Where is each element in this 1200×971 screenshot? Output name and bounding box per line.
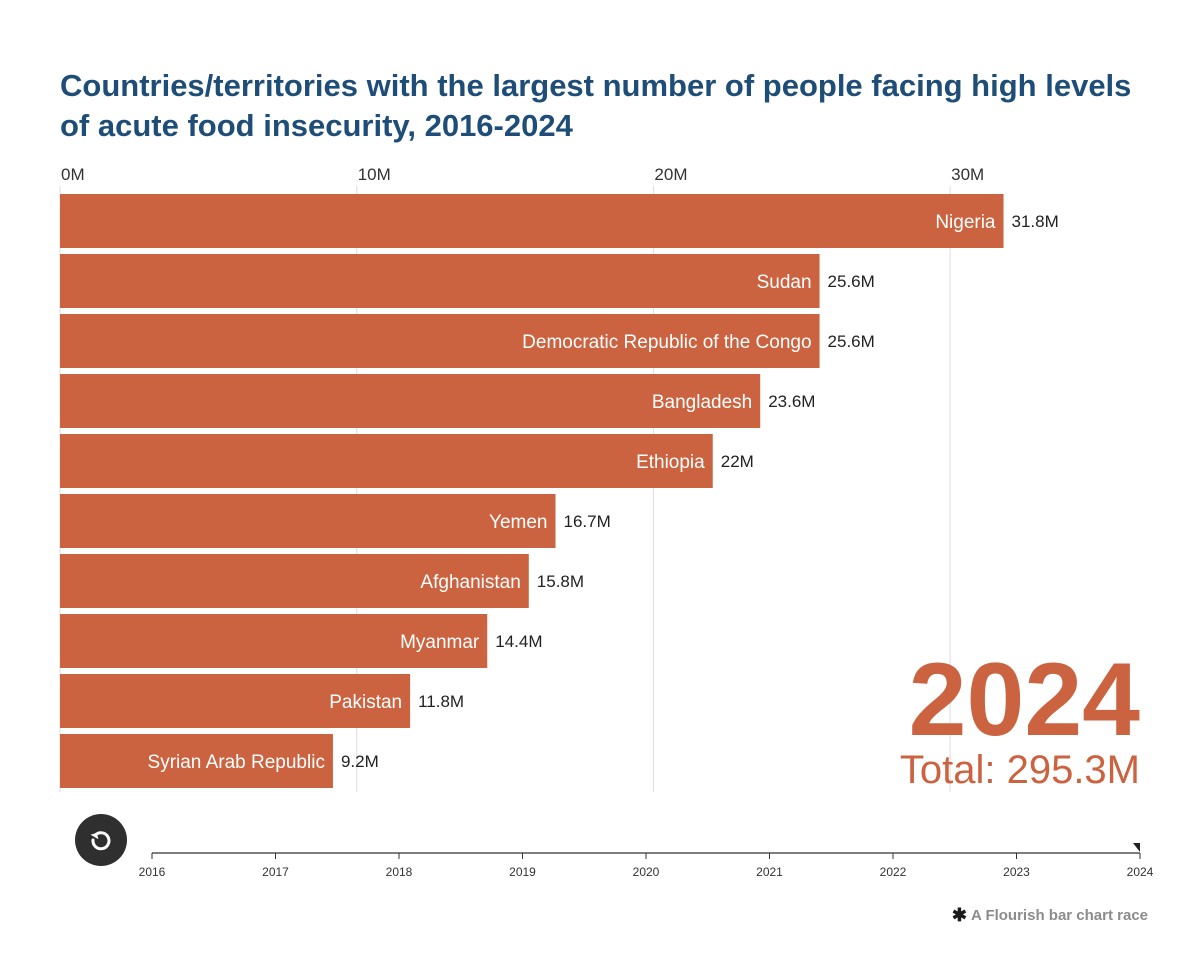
x-tick-label: 0M <box>61 165 85 184</box>
bar-category-label: Syrian Arab Republic <box>148 752 325 773</box>
bar-category-label: Yemen <box>489 512 547 533</box>
bar-category-label: Myanmar <box>400 632 480 653</box>
bar <box>60 254 820 308</box>
timeline-year-label: 2021 <box>756 865 783 879</box>
bar-category-label: Afghanistan <box>420 572 520 593</box>
bar-value-label: 31.8M <box>1012 212 1059 231</box>
timeline-year-label: 2018 <box>386 865 413 879</box>
bar-category-label: Sudan <box>757 272 812 293</box>
timeline-year-label: 2023 <box>1003 865 1030 879</box>
bar-value-label: 14.4M <box>495 632 542 651</box>
flourish-credit[interactable]: ✱ A Flourish bar chart race <box>952 906 1148 924</box>
bar-value-label: 15.8M <box>537 572 584 591</box>
bar-value-label: 11.8M <box>418 692 464 711</box>
current-year: 2024 <box>908 642 1140 758</box>
bar <box>60 434 713 488</box>
timeline-year-label: 2024 <box>1127 865 1154 879</box>
bar-category-label: Ethiopia <box>636 452 705 473</box>
credit-text: A Flourish bar chart race <box>971 906 1148 924</box>
timeline-year-label: 2019 <box>509 865 536 879</box>
bar <box>60 734 333 788</box>
x-tick-label: 20M <box>654 165 687 184</box>
timeline-handle[interactable] <box>1133 843 1140 852</box>
bar-value-label: 25.6M <box>828 272 875 291</box>
bar-category-label: Pakistan <box>329 692 402 713</box>
bar <box>60 194 1004 248</box>
bar-value-label: 25.6M <box>828 332 875 351</box>
replay-icon <box>90 831 111 851</box>
bar-category-label: Democratic Republic of the Congo <box>522 332 811 353</box>
bar <box>60 374 761 428</box>
x-axis-ticks: 0M 10M 20M 30M <box>61 165 984 184</box>
bar <box>60 674 411 728</box>
bars: Nigeria 31.8M Sudan 25.6M Democratic Republi… <box>60 194 1059 788</box>
replay-button[interactable] <box>75 814 127 866</box>
bar-value-label: 9.2M <box>341 752 379 771</box>
timeline-year-label: 2016 <box>139 865 166 879</box>
bar-value-label: 23.6M <box>768 392 815 411</box>
bar <box>60 614 488 668</box>
bar-value-label: 22M <box>721 452 754 471</box>
bar-category-label: Bangladesh <box>652 392 752 413</box>
timeline-year-label: 2017 <box>262 865 289 879</box>
bar <box>60 494 556 548</box>
timeline-year-label: 2022 <box>880 865 907 879</box>
x-tick-label: 10M <box>358 165 391 184</box>
bar <box>60 314 820 368</box>
total-value: Total: 295.3M <box>899 748 1140 792</box>
x-tick-label: 30M <box>951 165 984 184</box>
flourish-asterisk-icon: ✱ <box>951 905 967 925</box>
timeline-year-label: 2020 <box>633 865 660 879</box>
chart-title: Countries/territories with the largest n… <box>60 68 1132 143</box>
bar-category-label: Nigeria <box>935 212 996 233</box>
timeline[interactable]: 2016 2017 2018 2019 2020 2021 2022 2023 2024 <box>139 843 1154 879</box>
bar-value-label: 16.7M <box>563 512 610 531</box>
bar <box>60 554 529 608</box>
